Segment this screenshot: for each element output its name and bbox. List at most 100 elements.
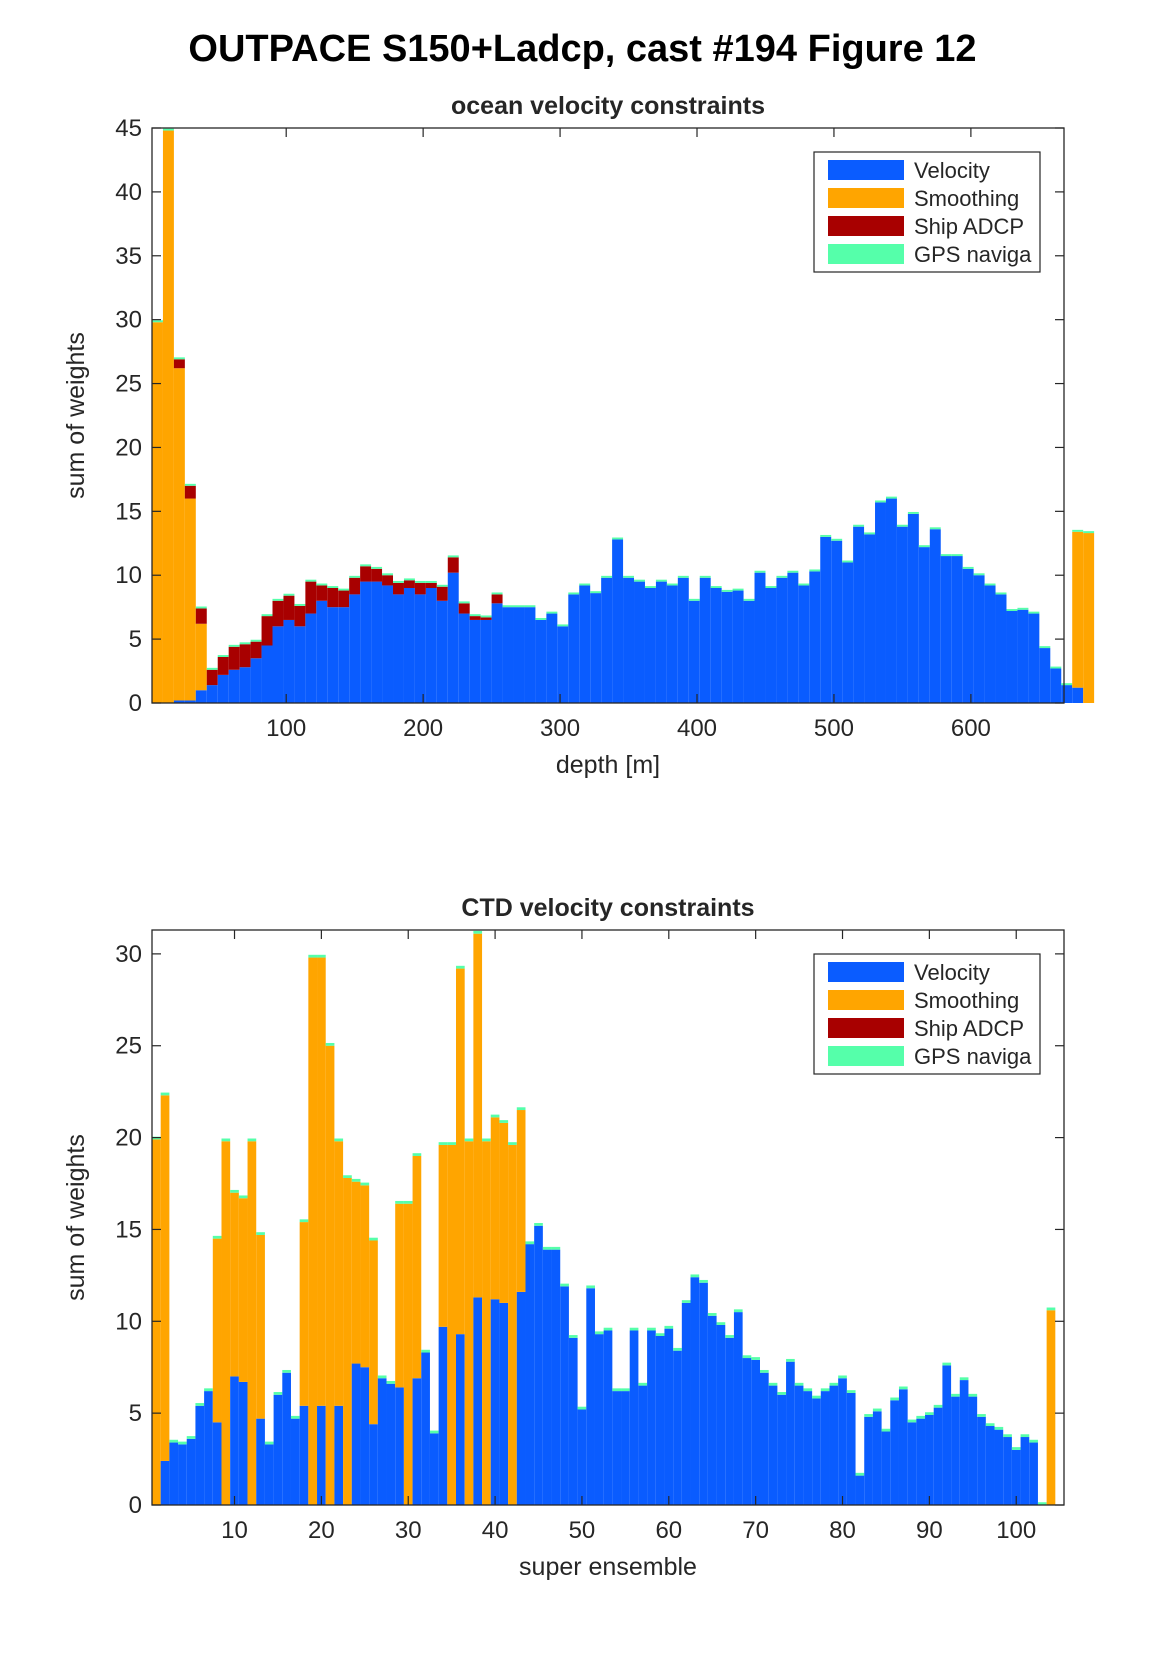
bar-velocity-98 (994, 1429, 1004, 1505)
bar-smoothing-31 (412, 1155, 422, 1379)
bar-velocity-77 (812, 1398, 821, 1505)
bar-velocity-36 (456, 1334, 465, 1505)
y-tick-label: 25 (115, 1033, 142, 1060)
bar-velocity-96 (977, 1416, 986, 1505)
bar-gps-naviga-84 (872, 1408, 882, 1412)
bar-gps-naviga-82 (1039, 646, 1051, 649)
bar-velocity-2 (160, 1460, 170, 1505)
bar-gps-naviga-2 (160, 1092, 170, 1096)
bar-velocity-7 (217, 674, 229, 703)
legend-swatch-gps-naviga (828, 1046, 904, 1066)
bar-ship-adcp-10 (250, 641, 262, 659)
bar-velocity-7 (204, 1391, 213, 1505)
x-tick-label: 70 (742, 1517, 769, 1544)
bar-velocity-22 (382, 585, 393, 703)
bar-gps-naviga-79 (1006, 609, 1018, 611)
bar-velocity-13 (256, 1418, 265, 1505)
x-tick-label: 80 (829, 1517, 856, 1544)
bar-velocity-81 (846, 1392, 856, 1505)
bar-velocity-68 (885, 498, 897, 703)
bar-velocity-5 (195, 690, 207, 703)
bar-ship-adcp-30 (469, 616, 481, 620)
bar-gps-naviga-62 (681, 1300, 691, 1303)
bar-velocity-74 (786, 1361, 795, 1505)
bar-gps-naviga-45 (634, 579, 645, 582)
chart-title: CTD velocity constraints (461, 894, 754, 922)
bar-ship-adcp-26 (425, 582, 437, 588)
bar-gps-naviga-46 (542, 1246, 552, 1250)
bar-velocity-68 (733, 1312, 743, 1505)
bar-velocity-79 (829, 1385, 839, 1505)
bar-gps-naviga-59 (787, 570, 799, 573)
x-tick-label: 200 (403, 715, 443, 742)
bar-gps-naviga-51 (586, 1285, 595, 1289)
bar-velocity-4 (184, 700, 196, 703)
bar-velocity-52 (710, 588, 722, 703)
bar-velocity-24 (351, 1363, 361, 1505)
bar-gps-naviga-104 (1046, 1307, 1056, 1311)
bar-gps-naviga-49 (677, 575, 689, 578)
bar-gps-naviga-69 (742, 1355, 752, 1359)
bar-gps-naviga-39 (482, 1138, 491, 1142)
bar-velocity-15 (305, 613, 317, 703)
bar-gps-naviga-60 (664, 1325, 674, 1329)
bar-smoothing-104 (1046, 1310, 1056, 1505)
bar-gps-naviga-77 (812, 1395, 821, 1399)
bar-gps-naviga-94 (959, 1377, 969, 1381)
bar-gps-naviga-65 (853, 524, 865, 527)
bar-velocity-35 (524, 607, 536, 703)
x-tick-label: 90 (916, 1517, 943, 1544)
bar-gps-naviga-16 (282, 1369, 291, 1373)
bar-velocity-33 (429, 1433, 439, 1505)
bar-velocity-62 (820, 536, 832, 703)
y-tick-label: 30 (115, 941, 142, 968)
bar-gps-naviga-41 (590, 591, 602, 594)
bar-velocity-14 (264, 1444, 274, 1505)
bar-velocity-63 (831, 540, 843, 703)
bar-velocity-36 (535, 619, 547, 703)
bar-velocity-77 (984, 585, 996, 703)
bar-gps-naviga-75 (794, 1382, 804, 1386)
bar-velocity-64 (699, 1282, 708, 1505)
bar-gps-naviga-56 (629, 1327, 639, 1331)
legend-swatch-ship-adcp (828, 1018, 904, 1038)
bar-smoothing-19 (308, 957, 318, 1505)
bar-ship-adcp-6 (206, 669, 218, 686)
bar-gps-naviga-67 (725, 1335, 734, 1338)
bar-velocity-72 (929, 529, 941, 703)
bar-ship-adcp-11 (261, 616, 273, 646)
x-tick-label: 20 (308, 1517, 335, 1544)
bar-gps-naviga-40 (579, 583, 591, 586)
bar-velocity-70 (907, 513, 919, 703)
bar-gps-naviga-63 (831, 538, 843, 541)
bar-smoothing-1 (152, 322, 163, 703)
bar-gps-naviga-50 (688, 598, 700, 601)
bar-velocity-31 (480, 619, 492, 703)
bar-gps-naviga-12 (247, 1138, 257, 1142)
chart-title: ocean velocity constraints (451, 92, 765, 120)
bar-gps-naviga-52 (710, 586, 722, 588)
bar-smoothing-21 (325, 1045, 335, 1505)
bar-velocity-72 (768, 1385, 778, 1505)
bar-velocity-26 (425, 588, 437, 703)
bar-ship-adcp-24 (403, 580, 415, 588)
legend-label-gps-naviga: GPS naviga (914, 1044, 1032, 1069)
bar-gps-naviga-84 (1061, 683, 1073, 686)
bar-velocity-45 (534, 1225, 543, 1505)
bar-smoothing-1 (152, 1139, 161, 1505)
bar-velocity-53 (721, 591, 733, 703)
bar-gps-naviga-53 (721, 589, 733, 592)
bar-velocity-9 (239, 667, 251, 703)
x-axis-label: depth [m] (556, 751, 660, 779)
bar-velocity-10 (250, 658, 262, 703)
bar-velocity-92 (942, 1365, 952, 1505)
bar-velocity-82 (1039, 648, 1051, 703)
bar-gps-naviga-33 (502, 605, 514, 608)
y-tick-label: 25 (115, 371, 142, 398)
bar-gps-naviga-33 (429, 1430, 439, 1434)
bar-gps-naviga-46 (644, 586, 656, 588)
bar-ship-adcp-5 (195, 608, 207, 624)
bar-velocity-84 (1061, 685, 1073, 703)
y-tick-label: 35 (115, 243, 142, 270)
